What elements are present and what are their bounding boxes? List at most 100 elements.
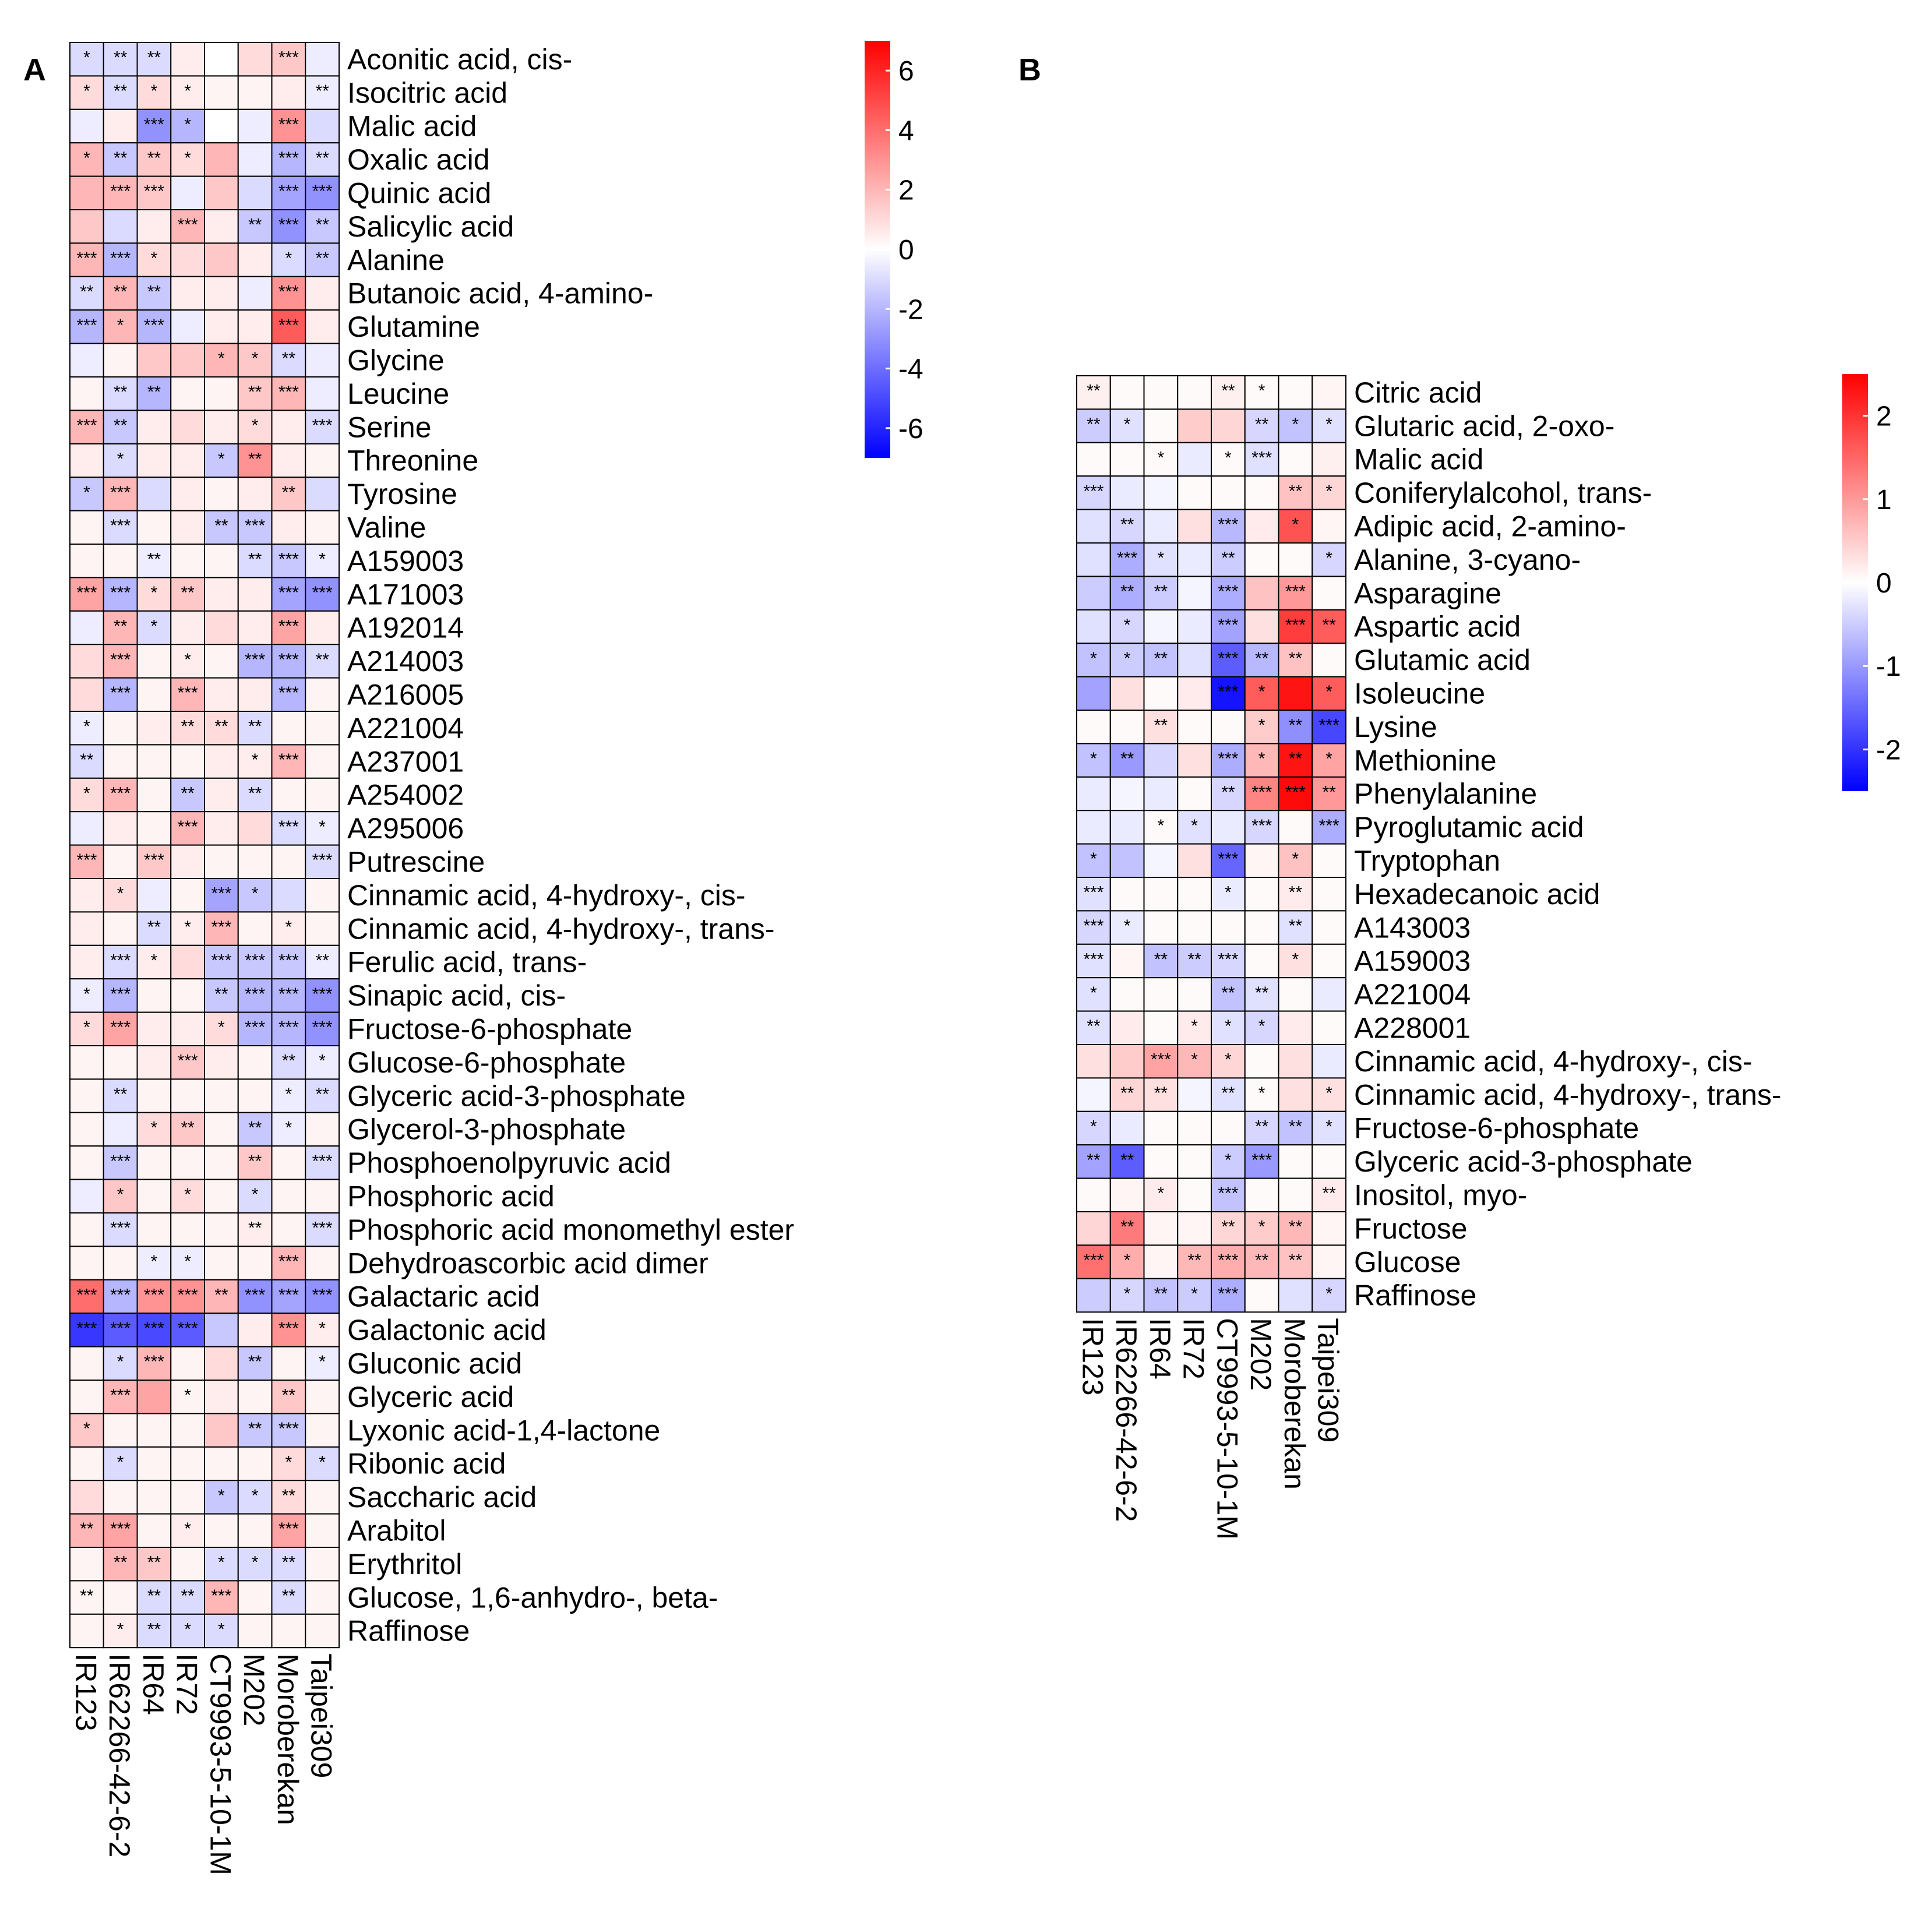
heatmap-cell bbox=[1278, 1077, 1313, 1112]
heatmap-cell bbox=[305, 1313, 340, 1347]
significance-label: ** bbox=[114, 383, 128, 402]
significance-label: ** bbox=[1154, 716, 1168, 735]
heatmap-b: ** ** *** * ** * ** * ****** ** *** *** **** * ** *** **… bbox=[1076, 375, 1782, 1540]
heatmap-cell bbox=[204, 744, 239, 779]
heatmap-cell bbox=[271, 1513, 306, 1548]
significance-label: * bbox=[1325, 1284, 1332, 1303]
heatmap-cell bbox=[1278, 576, 1313, 611]
row-label: Erythritol bbox=[347, 1548, 462, 1581]
significance-label: *** bbox=[144, 1352, 164, 1371]
significance-label: ** bbox=[248, 550, 262, 569]
heatmap-cell bbox=[170, 1145, 205, 1180]
heatmap-cell bbox=[305, 376, 340, 411]
row-label: Malic acid bbox=[1354, 443, 1483, 476]
heatmap-cell bbox=[237, 1045, 273, 1080]
heatmap-cell bbox=[1143, 910, 1179, 945]
heatmap-cell bbox=[237, 944, 273, 980]
significance-label: *** bbox=[278, 1419, 299, 1438]
row-label: Alanine bbox=[347, 244, 445, 276]
column-label: IR123 bbox=[69, 1653, 102, 1731]
heatmap-cell bbox=[237, 1145, 273, 1180]
row-label: Cinnamic acid, 4-hydroxy-, cis- bbox=[347, 879, 746, 912]
heatmap-cell bbox=[305, 711, 340, 746]
significance-label: *** bbox=[110, 1219, 131, 1238]
heatmap-cell bbox=[170, 443, 205, 478]
significance-label: *** bbox=[278, 985, 299, 1004]
heatmap-cell bbox=[237, 108, 273, 144]
heatmap-cell bbox=[170, 644, 205, 679]
heatmap-cell bbox=[1143, 977, 1179, 1012]
significance-label: * bbox=[184, 1185, 191, 1204]
heatmap-cell bbox=[136, 577, 172, 612]
significance-label: * bbox=[252, 349, 259, 368]
heatmap-cell bbox=[204, 477, 239, 512]
heatmap-cell bbox=[136, 1380, 172, 1414]
heatmap-cell bbox=[271, 410, 306, 445]
significance-label: *** bbox=[312, 583, 333, 602]
significance-label: *** bbox=[278, 1252, 299, 1271]
significance-label: *** bbox=[278, 1519, 299, 1539]
significance-label: * bbox=[319, 1452, 326, 1472]
heatmap-cell bbox=[1278, 810, 1313, 845]
significance-label: ** bbox=[80, 1519, 94, 1539]
significance-label: ** bbox=[248, 216, 262, 235]
heatmap-cell bbox=[305, 1011, 340, 1046]
heatmap-cell bbox=[69, 577, 104, 612]
heatmap-cell bbox=[271, 577, 306, 612]
heatmap-cell bbox=[1109, 810, 1145, 845]
heatmap-cell bbox=[1177, 943, 1212, 979]
significance-label: ** bbox=[181, 784, 195, 803]
row-label: A159003 bbox=[347, 545, 464, 577]
heatmap-cell bbox=[1244, 1278, 1279, 1313]
significance-label: ** bbox=[1187, 1251, 1201, 1270]
heatmap-cell bbox=[69, 309, 104, 344]
heatmap-cell bbox=[237, 1446, 273, 1481]
heatmap-cell bbox=[1177, 1144, 1212, 1179]
heatmap-cell bbox=[1244, 509, 1279, 544]
heatmap-cell bbox=[1311, 509, 1346, 544]
significance-label: *** bbox=[245, 951, 265, 970]
heatmap-cell bbox=[1278, 375, 1313, 410]
significance-label: * bbox=[1325, 415, 1332, 434]
heatmap-cell bbox=[305, 1413, 340, 1448]
heatmap-cell bbox=[170, 878, 205, 913]
row-label: Butanoic acid, 4-amino- bbox=[347, 277, 653, 310]
heatmap-cell bbox=[1311, 843, 1346, 878]
heatmap-cell bbox=[1211, 843, 1246, 878]
significance-label: * bbox=[1325, 682, 1332, 701]
heatmap-cell bbox=[69, 777, 104, 813]
significance-label: ** bbox=[282, 1553, 296, 1572]
heatmap-cell bbox=[305, 1145, 340, 1180]
heatmap-cell bbox=[237, 1078, 273, 1113]
significance-label: *** bbox=[110, 951, 131, 970]
heatmap-cell bbox=[1244, 1044, 1279, 1079]
heatmap-cell bbox=[69, 544, 104, 578]
significance-label: ** bbox=[248, 1419, 262, 1438]
significance-label: ** bbox=[248, 1219, 262, 1238]
heatmap-cell bbox=[103, 1078, 138, 1113]
colorbar-a: 6 4 2 0 -2 -4 -6 bbox=[865, 41, 923, 458]
significance-label: *** bbox=[211, 1586, 231, 1606]
heatmap-cell bbox=[1211, 910, 1246, 945]
row-label: Tryptophan bbox=[1354, 845, 1500, 877]
heatmap-cell bbox=[136, 1145, 172, 1180]
significance-label: ** bbox=[282, 1486, 296, 1505]
significance-label: *** bbox=[278, 383, 299, 402]
heatmap-cell bbox=[1311, 1010, 1346, 1045]
heatmap-cell bbox=[1076, 1077, 1111, 1112]
heatmap-cell bbox=[1278, 542, 1313, 577]
significance-label: * bbox=[1292, 849, 1299, 869]
heatmap-cell bbox=[204, 1313, 239, 1347]
significance-label: ** bbox=[1087, 1151, 1101, 1170]
heatmap-cell bbox=[204, 1279, 239, 1314]
heatmap-cell bbox=[1076, 576, 1111, 611]
heatmap-cell bbox=[1177, 542, 1212, 577]
significance-label: ** bbox=[114, 48, 128, 68]
significance-label: *** bbox=[312, 851, 333, 870]
row-label: Phosphoenolpyruvic acid bbox=[347, 1147, 671, 1179]
heatmap-cell bbox=[1109, 542, 1145, 577]
heatmap-cell bbox=[136, 777, 172, 813]
heatmap-cell bbox=[1143, 609, 1179, 644]
significance-label: ** bbox=[282, 1386, 296, 1405]
heatmap-cell bbox=[1177, 910, 1212, 945]
